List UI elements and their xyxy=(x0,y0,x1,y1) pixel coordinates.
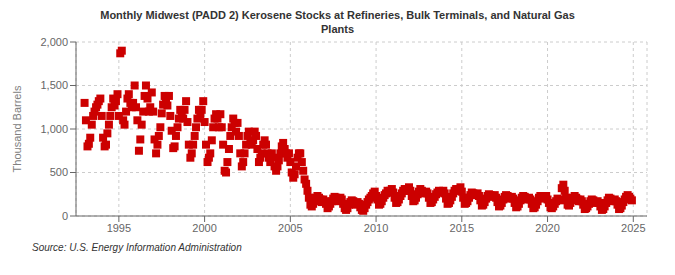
svg-text:2020: 2020 xyxy=(535,222,559,234)
svg-text:Thousand Barrels: Thousand Barrels xyxy=(11,85,23,172)
html-text:Monthly Midwest (PADD 2) Keros: Monthly Midwest (PADD 2) Kerosene Stocks… xyxy=(100,9,575,21)
html-text:Source: U.S. Energy Informatio: Source: U.S. Energy Information Administ… xyxy=(32,242,242,253)
svg-text:2015: 2015 xyxy=(450,222,474,234)
svg-text:1995: 1995 xyxy=(107,222,131,234)
html-text:Plants: Plants xyxy=(321,23,354,35)
svg-text:0: 0 xyxy=(62,210,68,222)
svg-text:2000: 2000 xyxy=(192,222,216,234)
svg-text:1,000: 1,000 xyxy=(40,123,68,135)
svg-text:2010: 2010 xyxy=(364,222,388,234)
svg-text:2025: 2025 xyxy=(621,222,645,234)
svg-text:2005: 2005 xyxy=(278,222,302,234)
svg-text:500: 500 xyxy=(50,166,68,178)
svg-text:2,000: 2,000 xyxy=(40,36,68,48)
svg-text:1,500: 1,500 xyxy=(40,79,68,91)
